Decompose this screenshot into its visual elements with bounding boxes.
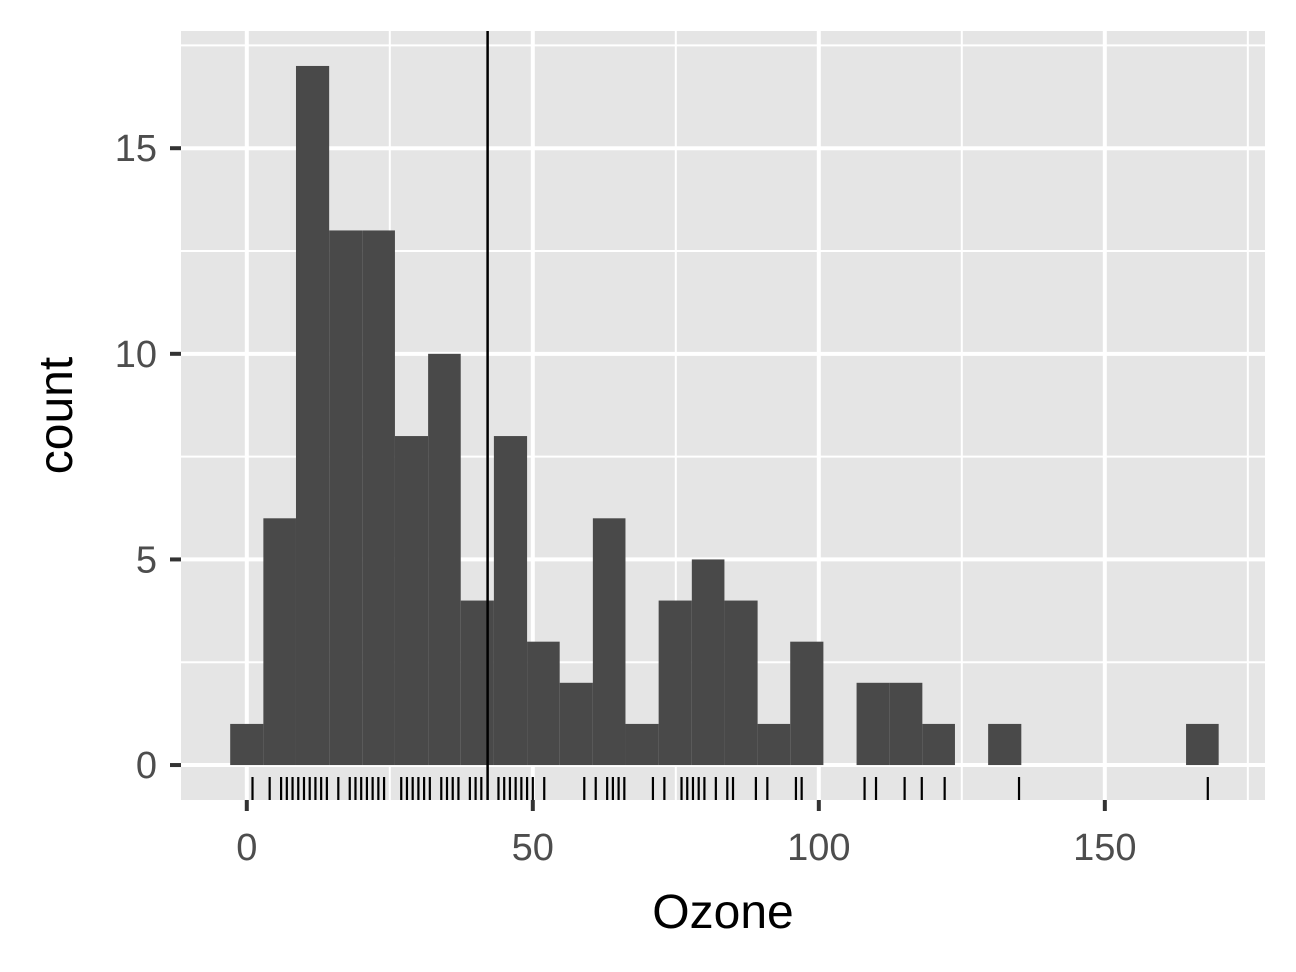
x-tick-label: 50 (512, 827, 554, 869)
y-tick-label: 5 (136, 539, 157, 581)
y-axis: 0 5 10 15 (115, 128, 181, 787)
x-tick-label: 0 (236, 827, 257, 869)
histogram-bar (428, 353, 461, 766)
histogram-bar (559, 682, 593, 766)
histogram-bar (658, 600, 692, 766)
x-axis: 0 50 100 150 (236, 800, 1137, 869)
histogram-bar (493, 436, 528, 766)
histogram-bar (362, 230, 395, 766)
histogram-bar (724, 600, 758, 766)
x-axis-title: Ozone (652, 886, 793, 939)
histogram-bar (592, 518, 626, 766)
histogram-bar (527, 641, 560, 766)
histogram-bar (295, 65, 330, 766)
y-tick-label: 10 (115, 334, 157, 376)
histogram-bar (394, 436, 429, 766)
histogram-bars (230, 65, 1219, 766)
histogram-bar (329, 230, 363, 766)
histogram-bar (790, 641, 824, 766)
histogram-bar (625, 723, 659, 766)
x-tick-label: 150 (1073, 827, 1136, 869)
x-tick-label: 100 (787, 827, 850, 869)
histogram-bar (988, 723, 1022, 766)
histogram-bar (922, 723, 955, 766)
histogram-bar (691, 559, 725, 766)
histogram-bar (230, 723, 264, 766)
histogram-bar (263, 518, 296, 766)
rug-marks (251, 777, 1209, 800)
histogram-bar (1186, 723, 1219, 766)
y-tick-label: 15 (115, 128, 157, 170)
histogram-bar (460, 600, 494, 766)
y-axis-title: count (30, 357, 83, 474)
histogram-bar (889, 682, 923, 766)
histogram-bar (757, 723, 791, 766)
histogram-bar (856, 682, 890, 766)
y-tick-label: 0 (136, 745, 157, 787)
